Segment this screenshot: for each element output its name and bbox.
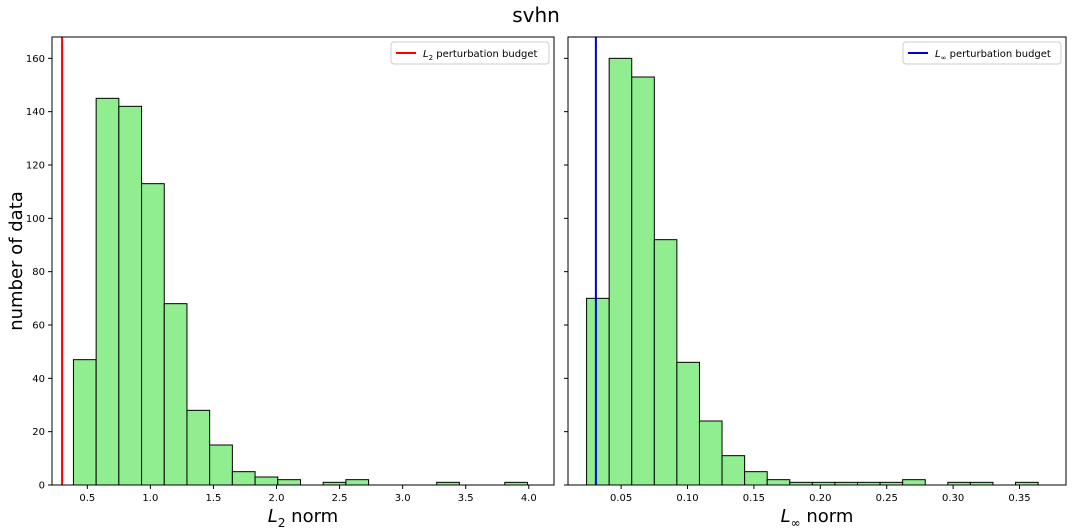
y-tick-label: 0 (39, 481, 45, 492)
y-tick-label: 160 (26, 54, 45, 65)
histogram-bar (676, 361, 700, 486)
x-tick-label: 0.15 (743, 493, 765, 504)
histogram-bar (95, 97, 120, 486)
y-tick-label: 60 (32, 321, 45, 332)
x-tick-label: 4.0 (521, 493, 537, 504)
x-tick-label: 1.5 (205, 493, 221, 504)
histogram-bar (608, 57, 633, 486)
x-tick-label: 0.30 (942, 493, 964, 504)
histogram-bar (902, 479, 926, 486)
x-tick-label: 3.5 (458, 493, 474, 504)
histogram-bar (766, 479, 791, 486)
x-axis-label: L∞ norm (781, 506, 854, 530)
histogram-bar (118, 105, 143, 486)
x-tick-label: 1.0 (142, 493, 158, 504)
histogram-bar (231, 471, 256, 486)
legend-box (390, 41, 550, 65)
figure-title: svhn (512, 3, 560, 27)
right-histogram-panel: 0.05 0.10 0.15 0.20 0.25 0.30 0.35 L∞ norm L∞ pe… (564, 36, 1067, 530)
x-tick-label: 3.0 (395, 493, 411, 504)
y-tick-label: 20 (32, 427, 45, 438)
y-tick-label: 140 (26, 107, 45, 118)
histogram-bar (721, 455, 746, 486)
y-tick-label: 100 (26, 214, 45, 225)
plot-frame (51, 36, 555, 486)
histogram-bar (254, 476, 279, 486)
histogram-bar (141, 183, 165, 486)
x-tick-label: 0.20 (809, 493, 831, 504)
x-tick-label: 2.5 (332, 493, 348, 504)
histogram-bar (209, 444, 233, 486)
histogram-bar (345, 479, 370, 486)
y-tick-label: 80 (32, 267, 45, 278)
x-tick-label: 2.0 (269, 493, 285, 504)
x-tick-label: 0.05 (610, 493, 632, 504)
histogram-bar (744, 471, 768, 486)
histogram-bar (277, 479, 301, 486)
legend-box (902, 41, 1062, 65)
histogram-bar (72, 359, 97, 486)
histogram-bar (631, 76, 655, 486)
legend-label: L∞ perturbation budget (935, 49, 1051, 62)
plot-frame (567, 36, 1067, 486)
histogram-bar (698, 420, 723, 486)
histogram-bar (186, 409, 211, 486)
x-tick-label: 0.25 (876, 493, 898, 504)
x-tick-label: 0.35 (1008, 493, 1030, 504)
histogram-bar (163, 303, 188, 486)
left-histogram-panel: 0.5 1.0 1.5 2.0 2.5 3.0 3.5 4.0 0 20 40 60 80 100 120 1… (6, 36, 555, 530)
x-axis-label: L2 norm (268, 506, 338, 530)
histogram-bar (586, 297, 610, 486)
y-axis-label: number of data (6, 191, 27, 331)
x-tick-label: 0.10 (676, 493, 698, 504)
x-tick-label: 0.5 (79, 493, 95, 504)
legend-label: L2 perturbation budget (423, 49, 538, 62)
y-tick-label: 120 (26, 161, 45, 172)
histogram-bar (653, 239, 678, 486)
y-tick-label: 40 (32, 374, 45, 385)
